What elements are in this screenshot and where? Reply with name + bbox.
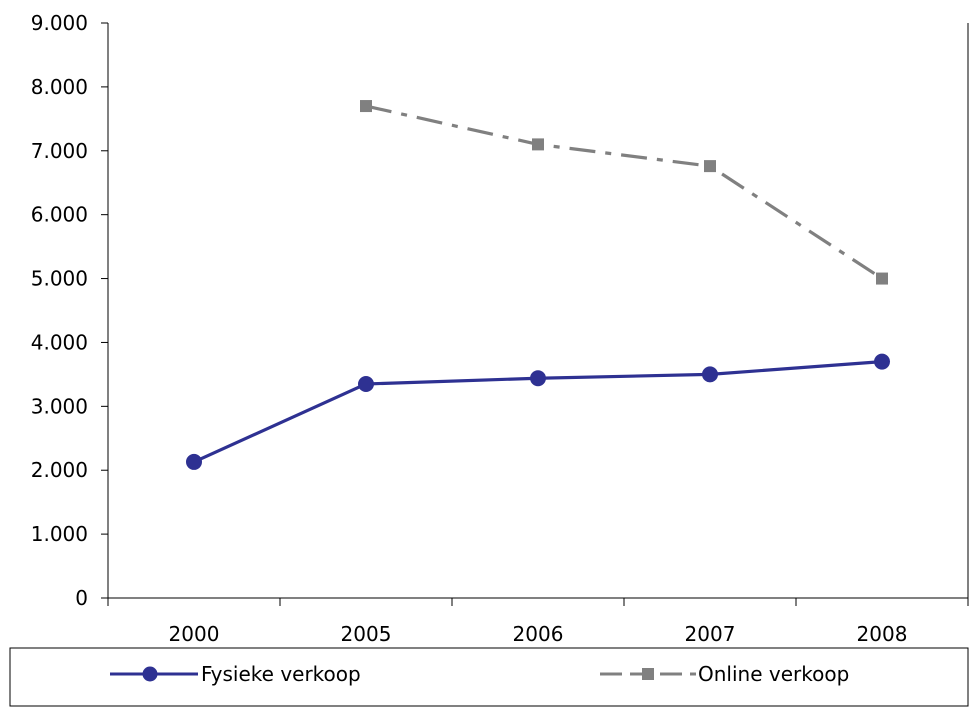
x-tick-label: 2000 <box>169 622 220 646</box>
data-point-square <box>532 138 544 150</box>
legend-marker-fysieke <box>143 667 158 682</box>
legend-label-online: Online verkoop <box>698 662 849 686</box>
data-point-square <box>704 160 716 172</box>
x-tick-label: 2007 <box>685 622 736 646</box>
data-point-circle <box>358 376 374 392</box>
data-point-circle <box>186 454 202 470</box>
legend-label-fysieke: Fysieke verkoop <box>201 662 361 686</box>
axes: 0 1.000 2.000 3.000 4.000 5.000 6.000 7.000 8.00… <box>31 11 968 646</box>
legend-marker-online <box>642 668 654 680</box>
x-tick-label: 2005 <box>341 622 392 646</box>
x-tick-label: 2008 <box>857 622 908 646</box>
y-tick-label: 3.000 <box>31 394 88 418</box>
x-tick-label: 2006 <box>513 622 564 646</box>
y-tick-label: 5.000 <box>31 267 88 291</box>
y-tick-label: 8.000 <box>31 75 88 99</box>
x-ticks: 2000 2005 2006 2007 2008 <box>108 598 968 646</box>
data-point-square <box>876 273 888 285</box>
data-point-circle <box>702 366 718 382</box>
data-point-circle <box>874 354 890 370</box>
data-point-circle <box>530 370 546 386</box>
series-layer <box>186 100 890 470</box>
y-tick-label: 0 <box>75 586 88 610</box>
y-tick-label: 9.000 <box>31 11 88 35</box>
data-point-square <box>360 100 372 112</box>
legend: Fysieke verkoop Online verkoop <box>10 648 968 706</box>
series-line-1 <box>366 106 882 278</box>
y-tick-label: 7.000 <box>31 139 88 163</box>
y-tick-label: 6.000 <box>31 203 88 227</box>
y-tick-label: 1.000 <box>31 522 88 546</box>
y-ticks: 0 1.000 2.000 3.000 4.000 5.000 6.000 7.000 8.00… <box>31 11 108 610</box>
y-tick-label: 2.000 <box>31 458 88 482</box>
y-tick-label: 4.000 <box>31 330 88 354</box>
